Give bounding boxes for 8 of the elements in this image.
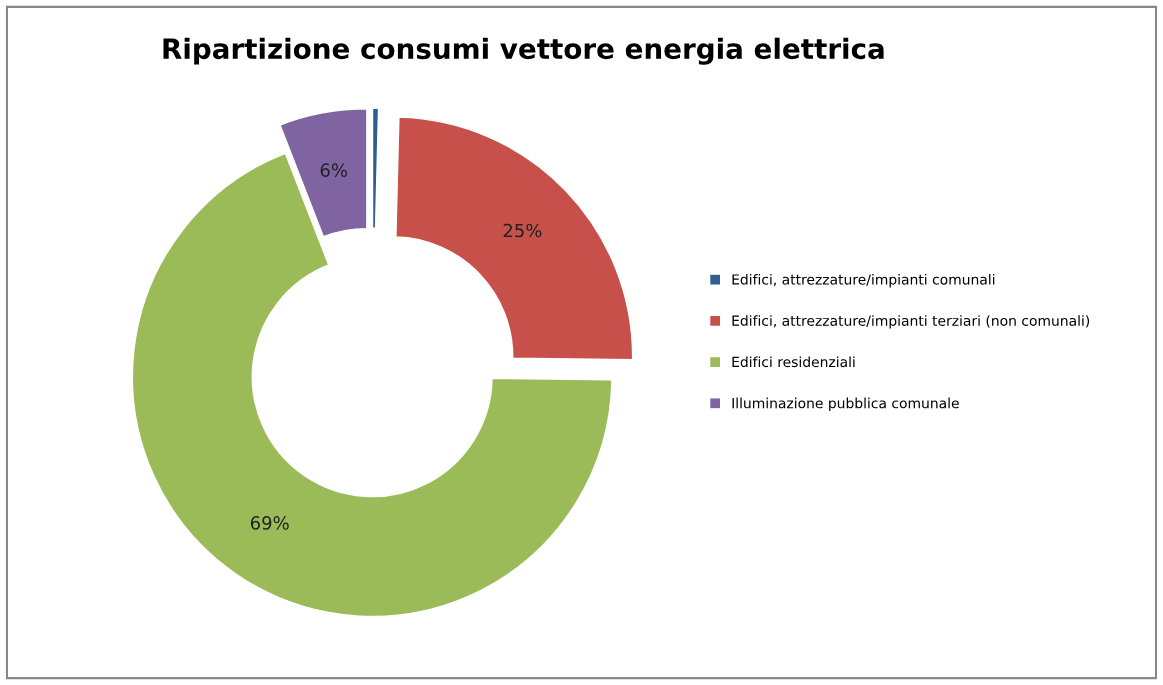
data-label: 69% xyxy=(250,516,289,530)
legend-label: Edifici, attrezzature/impianti terziari (non comunali) xyxy=(732,315,1090,329)
data-label: 25% xyxy=(503,223,542,238)
data-label: 6% xyxy=(320,163,348,177)
chart-title: Ripartizione consumi vettore energia elettrica xyxy=(163,37,884,65)
legend-label: Edifici residenziali xyxy=(732,356,855,368)
legend-label: Illuminazione pubblica comunale xyxy=(732,397,959,412)
legend-label: Edifici, attrezzature/impianti comunali xyxy=(732,273,995,288)
